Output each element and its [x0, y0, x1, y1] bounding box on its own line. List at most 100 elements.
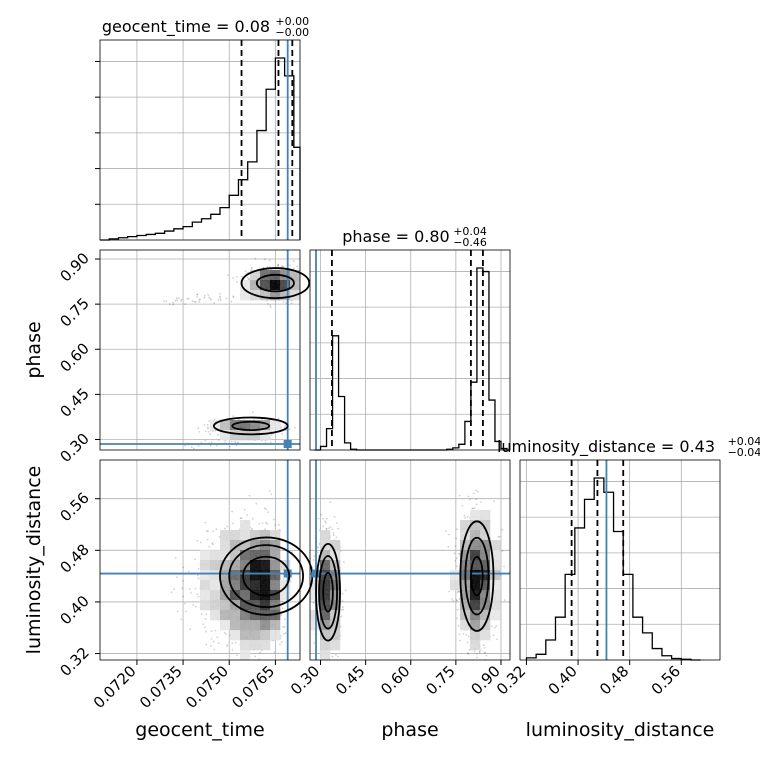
scatter-point: [485, 654, 488, 657]
density-layer: [163, 257, 506, 661]
scatter-point: [317, 517, 320, 520]
density-cell: [240, 420, 251, 431]
scatter-point: [457, 625, 460, 627]
density-cell: [270, 290, 281, 301]
density-cell: [260, 560, 271, 571]
scatter-point: [216, 433, 219, 436]
scatter-point: [194, 605, 197, 608]
scatter-point: [475, 503, 478, 506]
density-cell: [260, 600, 271, 611]
density-cell: [220, 560, 231, 571]
scatter-point: [343, 561, 345, 563]
scatter-point: [273, 651, 276, 654]
x-axis-label: geocent_time: [135, 719, 264, 741]
scatter-point: [206, 530, 208, 533]
contour-line: [459, 520, 495, 632]
contour-line: [242, 555, 291, 597]
scatter-point: [265, 508, 268, 510]
scatter-point: [254, 257, 257, 260]
scatter-point: [498, 535, 501, 538]
scatter-point: [331, 528, 333, 531]
scatter-point: [335, 522, 338, 524]
scatter-point: [466, 515, 469, 518]
scatter-point: [208, 296, 211, 299]
scatter-point: [261, 418, 263, 421]
scatter-point: [320, 513, 323, 516]
scatter-point: [296, 265, 299, 268]
scatter-point: [458, 552, 461, 555]
scatter-point: [243, 508, 246, 511]
scatter-point: [482, 644, 485, 647]
density-cell: [290, 280, 301, 291]
title-lower-error: −0.04: [728, 446, 760, 459]
scatter-point: [182, 566, 185, 569]
scatter-point: [216, 636, 219, 639]
density-cell: [480, 550, 491, 561]
scatter-point: [203, 424, 206, 426]
scatter-point: [210, 645, 212, 647]
density-cell: [290, 270, 301, 281]
scatter-point: [223, 631, 226, 634]
scatter-point: [219, 297, 222, 300]
scatter-point: [317, 551, 319, 554]
contour-line: [255, 273, 295, 293]
scatter-point: [209, 297, 212, 300]
scatter-point: [231, 642, 234, 644]
title-upper-error: +0.04: [453, 225, 487, 238]
scatter-point: [456, 528, 458, 530]
scatter-point: [225, 297, 228, 300]
scatter-point: [224, 527, 226, 530]
density-cell: [220, 550, 231, 561]
scatter-point: [212, 543, 214, 546]
scatter-point: [325, 528, 328, 530]
density-cell: [270, 570, 281, 581]
density-cell: [280, 590, 291, 601]
density-cell: [270, 420, 281, 431]
density-cell: [470, 630, 481, 641]
scatter-point: [467, 653, 470, 655]
scatter-point: [264, 528, 266, 531]
density-cell: [480, 560, 491, 571]
truth-marker: [283, 569, 292, 578]
density-cell: [250, 590, 261, 601]
density-cell: [210, 590, 221, 601]
scatter-point: [180, 298, 183, 301]
scatter-point: [194, 301, 197, 303]
scatter-point: [234, 440, 237, 443]
density-cell: [210, 550, 221, 561]
scatter-point: [197, 595, 200, 598]
scatter-point: [196, 293, 199, 296]
scatter-point: [288, 428, 291, 430]
scatter-point: [324, 520, 326, 522]
scatter-point: [325, 527, 328, 530]
scatter-point: [173, 588, 175, 591]
scatter-point: [494, 626, 496, 629]
scatter-point: [328, 527, 330, 530]
scatter-point: [283, 625, 286, 628]
density-cell: [250, 270, 261, 281]
scatter-point: [483, 647, 486, 649]
scatter-point: [294, 426, 296, 429]
scatter-point: [208, 420, 211, 422]
scatter-point: [331, 655, 334, 658]
scatter-point: [186, 297, 189, 300]
scatter-point: [456, 565, 459, 568]
scatter-point: [475, 498, 478, 501]
scatter-point: [483, 651, 486, 654]
density-cell: [470, 600, 481, 611]
scatter-point: [283, 618, 286, 621]
scatter-point: [207, 294, 210, 296]
scatter-point: [313, 555, 316, 558]
density-cell: [470, 570, 481, 581]
scatter-point: [231, 510, 234, 513]
scatter-point: [259, 651, 261, 654]
scatter-point: [290, 302, 293, 305]
density-cell: [490, 550, 501, 561]
scatter-point: [269, 304, 272, 307]
scatter-point: [180, 618, 183, 621]
contour-line: [470, 556, 484, 597]
density-cell: [460, 600, 471, 611]
density-cell: [220, 570, 231, 581]
scatter-point: [491, 625, 493, 627]
density-cell: [470, 620, 481, 631]
